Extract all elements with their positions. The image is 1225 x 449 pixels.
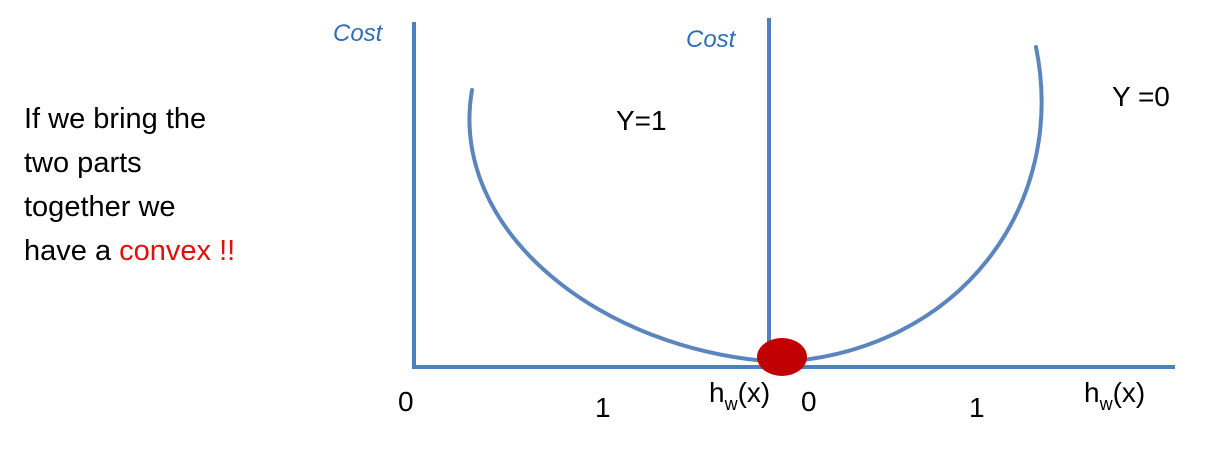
left-x-axis-label-sub: w xyxy=(724,394,739,414)
minimum-point-marker xyxy=(757,338,807,376)
right-x-axis-label-sub: w xyxy=(1099,394,1114,414)
right-class-label: Y =0 xyxy=(1112,81,1170,112)
left-x-axis-label-arg: (x) xyxy=(738,377,771,408)
cost-curve-y0 xyxy=(778,45,1044,364)
caption-line-4: have a convex !! xyxy=(24,229,304,273)
left-tick-0: 0 xyxy=(398,386,414,417)
caption-line-2: two parts xyxy=(24,147,142,179)
right-x-axis-label: hw(x) xyxy=(1084,377,1145,414)
right-x-axis-label-arg: (x) xyxy=(1113,377,1146,408)
right-tick-0: 0 xyxy=(801,386,817,417)
left-y-axis-label: Cost xyxy=(333,20,384,47)
cost-curve-y1 xyxy=(467,88,782,364)
caption-accent-convex: convex !! xyxy=(119,235,236,267)
left-tick-1: 1 xyxy=(595,392,611,423)
left-x-axis-label: hw(x) xyxy=(709,377,770,414)
left-x-axis-label-main: h xyxy=(709,377,725,408)
right-y-axis-label: Cost xyxy=(686,26,737,53)
right-tick-1: 1 xyxy=(969,392,985,423)
caption-line-4-prefix: have a xyxy=(24,235,120,267)
caption-line-3: together we xyxy=(24,191,176,223)
caption-text: If we bring the two parts together we ha… xyxy=(24,97,304,273)
right-x-axis-label-main: h xyxy=(1084,377,1100,408)
caption-line-1: If we bring the xyxy=(24,103,207,135)
left-class-label: Y=1 xyxy=(616,105,667,136)
